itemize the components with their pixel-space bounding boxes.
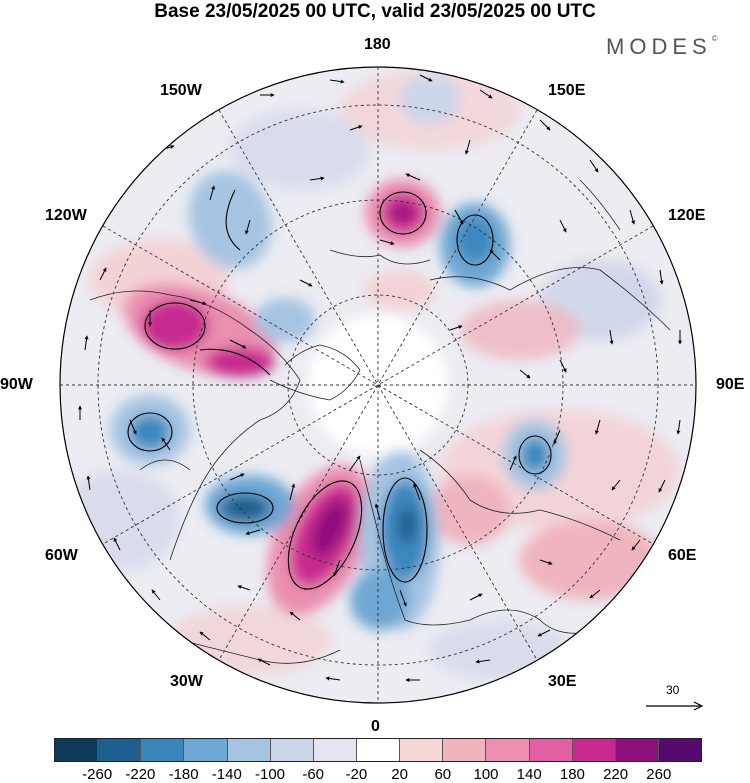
brand-mark: ©: [711, 34, 718, 43]
map-title: Base 23/05/2025 00 UTC, valid 23/05/2025…: [154, 1, 596, 22]
colorbar-segment: [356, 739, 401, 761]
lon-label-90e: 90E: [716, 376, 745, 393]
colorbar-segment: [529, 739, 573, 761]
colorbar-tick-label: 220: [603, 766, 629, 783]
colorbar-segment: [141, 739, 185, 761]
colorbar-segment: [98, 739, 142, 761]
lon-label-120w: 120W: [45, 207, 87, 224]
colorbar-segment: [615, 739, 659, 761]
lon-label-150w: 150W: [160, 82, 202, 99]
colorbar-segment: [486, 739, 530, 761]
lon-label-90w: 90W: [0, 376, 33, 393]
map-border: [59, 66, 697, 704]
lon-label-0: 0: [371, 718, 380, 735]
colorbar-tick-label: 20: [391, 766, 408, 783]
colorbar-segment: [55, 739, 99, 761]
lon-label-60w: 60W: [45, 547, 78, 564]
colorbar-segment: [227, 739, 271, 761]
colorbar-tick-label: -60: [302, 766, 325, 783]
colorbar-tick-label: 260: [646, 766, 672, 783]
colorbar-segment: [572, 739, 616, 761]
colorbar-tick-label: 180: [559, 766, 585, 783]
lon-label-30w: 30W: [170, 673, 203, 690]
brand-logo: MODES©: [606, 34, 718, 60]
colorbar-segment: [443, 739, 487, 761]
brand-name: MODES: [606, 34, 712, 59]
lon-label-180: 180: [364, 36, 391, 53]
colorbar: [54, 738, 702, 762]
colorbar-ticks: -260 -220 -180 -140 -100 -60 -20 20 60 100 140 180 2…: [0, 766, 750, 783]
wind-vectors: [78, 74, 682, 682]
graticule: [60, 67, 696, 703]
colorbar-tick-label: -100: [254, 766, 286, 783]
colorbar-tick-label: 100: [473, 766, 499, 783]
contour-lines: [127, 189, 552, 590]
reference-vector-label: 30: [666, 683, 680, 697]
colorbar-segment: [270, 739, 314, 761]
colorbar-tick-label: -20: [345, 766, 368, 783]
polar-map: [59, 66, 697, 704]
colorbar-segment: [658, 739, 702, 761]
lon-label-150e: 150E: [548, 82, 586, 99]
reference-vector-arrow: [646, 701, 704, 711]
lon-label-60e: 60E: [668, 547, 697, 564]
colorbar-tick-label: 140: [516, 766, 542, 783]
lon-label-120e: 120E: [668, 207, 706, 224]
colorbar-tick-label: -180: [168, 766, 199, 783]
lon-label-30e: 30E: [548, 673, 577, 690]
colorbar-tick-label: -140: [211, 766, 242, 783]
colorbar-segment: [184, 739, 228, 761]
colorbar-segment: [313, 739, 357, 761]
anomaly-field: [60, 67, 696, 703]
colorbar-tick-label: -220: [125, 766, 156, 783]
colorbar-tick-label: -260: [82, 766, 113, 783]
colorbar-tick-label: 60: [434, 766, 452, 783]
colorbar-segment: [400, 739, 444, 761]
